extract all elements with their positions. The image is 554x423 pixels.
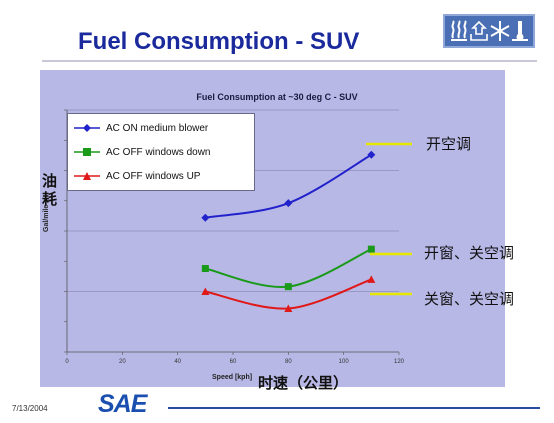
data-point-ac-on [201,213,210,222]
legend-item-ac-off-up: AC OFF windows UP [74,166,200,186]
sae-logo: SAE [98,390,147,418]
chart-legend: AC ON medium blower AC OFF windows down … [67,113,255,191]
legend-swatch-square [74,148,100,156]
x-tick-label: 80 [285,359,292,365]
x-tick-label: 20 [119,359,126,365]
annotation-ac-on: 开空调 [426,135,472,153]
y-axis-chinese-label: 油耗 [42,172,58,208]
data-point-ac-off-windows-up [284,304,293,312]
data-point-ac-off-windows-down [284,283,292,291]
x-tick-label: 120 [394,359,405,365]
data-point-ac-off-windows-up [201,287,210,295]
legend-item-ac-off-down: AC OFF windows down [74,142,210,162]
x-tick-label: 60 [230,359,237,365]
cold-water-icon [511,21,528,41]
x-axis-chinese-label: 时速（公里） [258,374,349,392]
recycle-air-icon [469,20,488,41]
x-axis-label: Speed [kph] [212,374,253,381]
data-point-ac-on [284,199,293,208]
slide-title: Fuel Consumption - SUV [78,28,360,55]
data-point-ac-off-windows-down [367,245,375,253]
x-tick-label: 0 [65,359,69,365]
legend-swatch-triangle [74,172,100,180]
legend-label-ac-off-down: AC OFF windows down [106,146,211,158]
climate-icons-logo [443,14,535,48]
x-tick-label: 40 [174,359,181,365]
data-point-ac-on [367,150,376,159]
annotation-ac-off-windows-down: 开窗、关空调 [424,244,515,262]
annotation-ac-off-windows-up: 关窗、关空调 [424,290,515,308]
chart-title: Fuel Consumption at ~30 deg C - SUV [196,92,358,102]
data-point-ac-off-windows-down [201,265,209,273]
legend-item-ac-on: AC ON medium blower [74,118,208,138]
title-divider [42,60,537,62]
footer-rule [168,407,540,409]
data-point-ac-off-windows-up [367,275,376,283]
slide-date: 7/13/2004 [12,404,48,413]
y-axis-label: Gal/mile [43,204,50,232]
legend-label-ac-on: AC ON medium blower [106,122,209,134]
heat-waves-icon [450,20,467,41]
legend-swatch-diamond [74,124,100,132]
x-tick-label: 100 [339,359,350,365]
series-line-ac-off-windows-down [205,248,372,289]
snowflake-icon [490,21,509,41]
legend-label-ac-off-up: AC OFF windows UP [106,170,201,182]
